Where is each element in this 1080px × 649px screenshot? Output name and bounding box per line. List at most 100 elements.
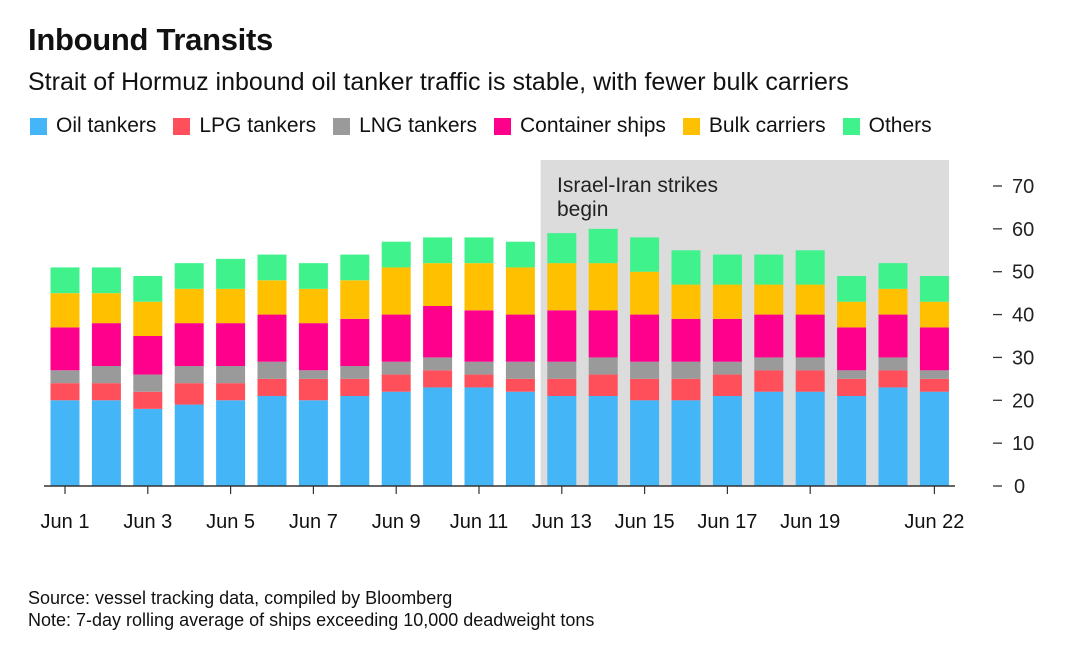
- bar-segment-lng-tankers: [547, 361, 577, 379]
- bar-segment-lpg-tankers: [878, 370, 908, 388]
- bar-segment-lpg-tankers: [505, 378, 535, 392]
- y-tick-label: 40: [1012, 305, 1034, 327]
- bar-segment-lpg-tankers: [754, 370, 784, 392]
- bar-segment-lpg-tankers: [588, 374, 618, 396]
- bar-segment-bulk-carriers: [174, 288, 204, 324]
- bar-segment-bulk-carriers: [837, 301, 867, 328]
- bar-segment-lpg-tankers: [630, 378, 660, 401]
- y-tick-label: 50: [1012, 262, 1034, 284]
- bar-segment-bulk-carriers: [298, 288, 328, 324]
- legend-swatch: [842, 117, 860, 135]
- bar-segment-lpg-tankers: [257, 378, 287, 396]
- legend-item-oil-tankers: Oil tankers: [30, 114, 156, 138]
- bar-segment-oil-tankers: [50, 400, 80, 486]
- bar-stack: [340, 254, 370, 486]
- bar-segment-others: [91, 267, 121, 294]
- bar-segment-container-ships: [423, 306, 453, 358]
- chart-subtitle: Strait of Hormuz inbound oil tanker traf…: [28, 68, 849, 96]
- bar-segment-bulk-carriers: [133, 301, 163, 336]
- bar-segment-container-ships: [837, 327, 867, 371]
- bar-stack: [174, 263, 204, 486]
- bar-segment-container-ships: [878, 314, 908, 358]
- bar-stack: [423, 237, 453, 486]
- legend-item-container-ships: Container ships: [494, 114, 666, 138]
- bar-segment-others: [174, 263, 204, 289]
- bar-segment-others: [795, 250, 825, 285]
- bar-segment-container-ships: [754, 314, 784, 358]
- bar-segment-lng-tankers: [340, 366, 370, 379]
- bar-segment-lpg-tankers: [50, 383, 80, 401]
- bar-segment-lng-tankers: [133, 374, 163, 392]
- bar-segment-lng-tankers: [216, 366, 246, 384]
- bar-segment-bulk-carriers: [505, 267, 535, 315]
- bars-layer: [50, 228, 949, 486]
- bar-segment-container-ships: [630, 314, 660, 362]
- bar-segment-oil-tankers: [630, 400, 660, 486]
- x-tick-label: Jun 15: [615, 511, 675, 533]
- bar-segment-oil-tankers: [919, 391, 949, 486]
- bar-segment-lng-tankers: [588, 357, 618, 375]
- bar-segment-bulk-carriers: [878, 288, 908, 315]
- bar-stack: [878, 263, 908, 486]
- bar-segment-bulk-carriers: [671, 284, 701, 319]
- bar-stack: [837, 276, 867, 486]
- bar-segment-lpg-tankers: [919, 378, 949, 392]
- bar-stack: [91, 267, 121, 486]
- bar-segment-lpg-tankers: [174, 383, 204, 405]
- bar-stack: [133, 276, 163, 486]
- x-tick-label: Jun 22: [904, 511, 964, 533]
- bar-stack: [671, 250, 701, 486]
- bar-stack: [505, 241, 535, 486]
- y-tick-label: 30: [1012, 347, 1034, 369]
- bar-segment-bulk-carriers: [257, 280, 287, 315]
- bar-stack: [464, 237, 494, 486]
- bar-segment-lng-tankers: [630, 361, 660, 379]
- bar-segment-container-ships: [547, 310, 577, 362]
- bar-segment-lng-tankers: [423, 357, 453, 371]
- bar-segment-lng-tankers: [505, 361, 535, 379]
- bar-segment-lng-tankers: [91, 366, 121, 384]
- bar-stack: [795, 250, 825, 486]
- bar-segment-lpg-tankers: [837, 378, 867, 396]
- bar-segment-bulk-carriers: [423, 263, 453, 306]
- bar-segment-bulk-carriers: [919, 301, 949, 328]
- bar-segment-oil-tankers: [754, 391, 784, 486]
- bar-segment-others: [423, 237, 453, 264]
- bar-segment-oil-tankers: [505, 391, 535, 486]
- bar-segment-lpg-tankers: [547, 378, 577, 396]
- bar-segment-oil-tankers: [174, 404, 204, 486]
- bar-segment-lng-tankers: [837, 370, 867, 379]
- bar-segment-bulk-carriers: [588, 263, 618, 311]
- strikes-annotation: Israel-Iran strikes begin: [557, 174, 718, 222]
- bar-segment-oil-tankers: [298, 400, 328, 486]
- bar-segment-others: [671, 250, 701, 285]
- bar-stack: [381, 241, 411, 486]
- bar-segment-others: [588, 228, 618, 264]
- x-tick-label: Jun 7: [289, 511, 338, 533]
- y-tick-label: 20: [1012, 390, 1034, 412]
- bar-stack: [547, 233, 577, 486]
- legend-item-lpg-tankers: LPG tankers: [173, 114, 316, 138]
- legend-label: Oil tankers: [56, 114, 157, 137]
- bar-stack: [50, 267, 80, 486]
- bar-segment-lpg-tankers: [133, 391, 163, 409]
- bar-segment-others: [133, 276, 163, 302]
- bar-segment-bulk-carriers: [464, 263, 494, 311]
- legend: Oil tankers LPG tankers LNG tankers Cont…: [30, 114, 949, 138]
- bar-segment-container-ships: [505, 314, 535, 362]
- bar-segment-oil-tankers: [588, 396, 618, 486]
- bar-segment-others: [340, 254, 370, 281]
- y-tick-label: 70: [1012, 176, 1034, 198]
- bar-segment-lng-tankers: [464, 361, 494, 375]
- bar-segment-others: [381, 241, 411, 268]
- bar-segment-lng-tankers: [878, 357, 908, 371]
- bar-segment-others: [919, 276, 949, 302]
- legend-label: Others: [868, 114, 932, 137]
- legend-item-others: Others: [842, 114, 932, 138]
- x-tick-label: Jun 5: [206, 511, 255, 533]
- legend-label: Container ships: [520, 114, 666, 137]
- bar-segment-bulk-carriers: [216, 288, 246, 324]
- bar-segment-container-ships: [671, 318, 701, 362]
- bar-segment-lpg-tankers: [712, 374, 742, 396]
